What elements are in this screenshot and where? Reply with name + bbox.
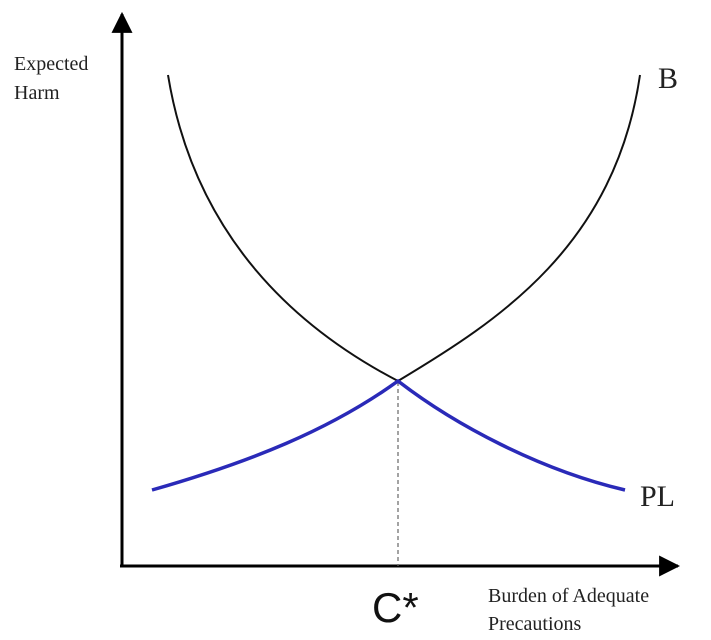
- x-axis-label: Burden of Adequate: [488, 585, 649, 607]
- x-axis-label: Precautions: [488, 613, 582, 635]
- burden-curve: [167, 74, 641, 383]
- curve-label: B: [658, 62, 678, 95]
- y-axis-label: Expected: [14, 53, 88, 75]
- expected-loss-curve: [151, 378, 626, 492]
- y-axis-label: Harm: [14, 82, 60, 104]
- curve-label: PL: [640, 480, 675, 513]
- optimum-label: C*: [372, 584, 419, 631]
